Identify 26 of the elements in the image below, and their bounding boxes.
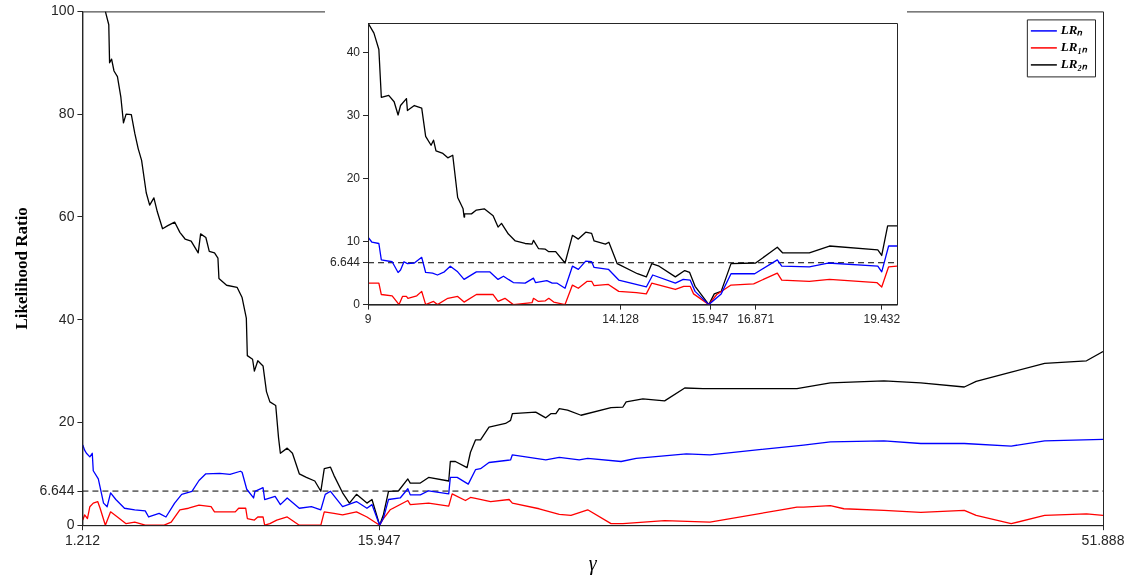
x-tick-label: 1.212: [64, 532, 101, 549]
y-tick-label: 0: [66, 516, 75, 533]
x-tick-label: 14.128: [602, 312, 640, 327]
y-tick-label: 60: [58, 207, 75, 224]
y-tick-label: 30: [346, 107, 361, 122]
y-tick-label: 20: [58, 413, 75, 430]
x-tick-label: 9: [364, 312, 372, 327]
y-tick-label: 80: [58, 105, 75, 122]
x-tick-label: 15.947: [357, 532, 401, 549]
legend-label: LR₂ₙ: [1059, 56, 1088, 72]
x-axis-title: γ: [588, 552, 598, 576]
y-tick-label: 40: [346, 44, 361, 59]
x-tick-label: 16.871: [737, 312, 775, 327]
x-tick-label: 19.432: [863, 312, 901, 327]
y-tick-label: 6.644: [39, 481, 75, 498]
legend-label: LR₁ₙ: [1059, 39, 1088, 55]
x-tick-label: 15.947: [691, 312, 729, 327]
y-tick-label: 0: [353, 296, 361, 311]
y-tick-label: 40: [58, 310, 75, 327]
y-tick-label: 6.644: [330, 255, 361, 270]
legend-label: LRₙ: [1059, 22, 1084, 38]
y-tick-label: 20: [346, 170, 361, 185]
x-tick-label: 51.888: [1081, 532, 1125, 549]
y-tick-label: 10: [346, 233, 361, 248]
y-axis-title: Likelihood Ratio: [11, 207, 31, 330]
y-tick-label: 100: [51, 2, 75, 19]
